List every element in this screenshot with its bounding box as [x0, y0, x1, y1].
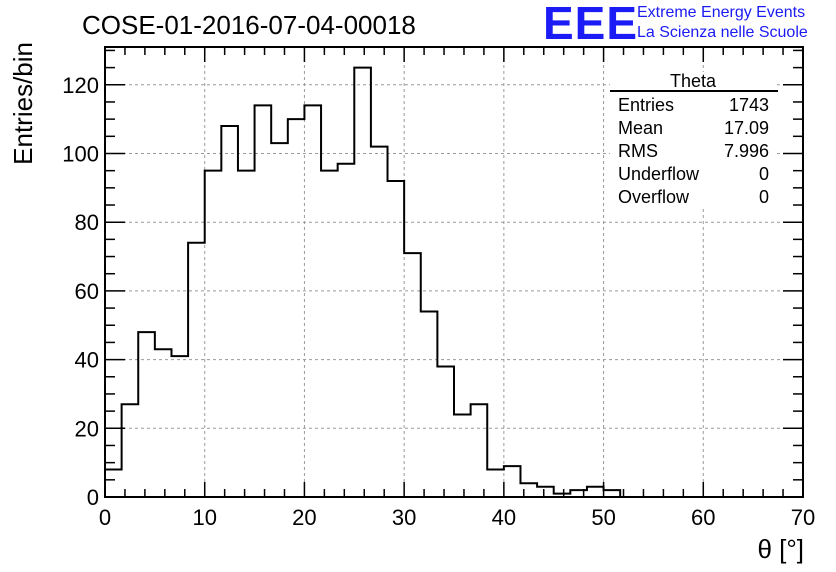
brand-line-2: La Scienza nelle Scuole — [637, 24, 808, 41]
x-tick-label: 30 — [392, 505, 416, 530]
x-tick-label: 10 — [192, 505, 216, 530]
x-tick-label: 40 — [492, 505, 516, 530]
eee-logo: EEE — [543, 0, 639, 49]
stat-value: 1743 — [728, 95, 769, 115]
stat-value: 17.09 — [723, 118, 769, 138]
plot-frame — [104, 46, 804, 498]
stat-value: 7.996 — [723, 141, 769, 161]
tick-marks — [104, 47, 804, 498]
stat-label: Underflow — [618, 164, 700, 184]
y-tick-label: 0 — [87, 485, 99, 510]
y-axis-label: Entries/bin — [8, 42, 38, 165]
stat-row-underflow: Underflow 0 — [610, 163, 776, 186]
y-tick-label: 80 — [75, 210, 99, 235]
x-axis-label: θ [°] — [757, 534, 804, 564]
stats-box: Theta Entries 1743 Mean 17.09 RMS 7.996 … — [610, 71, 778, 209]
brand-line-1: Extreme Energy Events — [637, 4, 806, 21]
stat-row-entries: Entries 1743 — [610, 94, 776, 117]
stat-row-overflow: Overflow 0 — [610, 186, 776, 209]
y-tick-label: 20 — [75, 416, 99, 441]
y-tick-label: 120 — [62, 73, 99, 98]
stat-label: Mean — [618, 118, 664, 138]
x-tick-label: 70 — [791, 505, 815, 530]
y-tick-label: 40 — [75, 348, 99, 373]
histogram-outline — [104, 66, 803, 498]
stat-label: RMS — [618, 141, 658, 161]
y-tick-label: 60 — [75, 279, 99, 304]
stat-value: 0 — [758, 187, 769, 207]
tick-labels: 0 10 20 30 40 50 60 70 0 20 40 60 80 100 120 — [62, 73, 815, 530]
axes — [104, 46, 804, 498]
plot-title: COSE-01-2016-07-04-00018 — [82, 10, 416, 40]
x-tick-label: 0 — [99, 505, 111, 530]
x-tick-label: 50 — [591, 505, 615, 530]
stat-label: Overflow — [618, 187, 690, 207]
stats-title: Theta — [669, 71, 717, 91]
stat-label: Entries — [618, 95, 675, 115]
stat-row-mean: Mean 17.09 — [610, 117, 776, 140]
x-tick-label: 20 — [292, 505, 316, 530]
y-tick-label: 100 — [62, 141, 99, 166]
stat-value: 0 — [758, 164, 769, 184]
stats-divider — [610, 90, 778, 92]
stat-row-rms: RMS 7.996 — [610, 140, 776, 163]
x-tick-label: 60 — [691, 505, 715, 530]
